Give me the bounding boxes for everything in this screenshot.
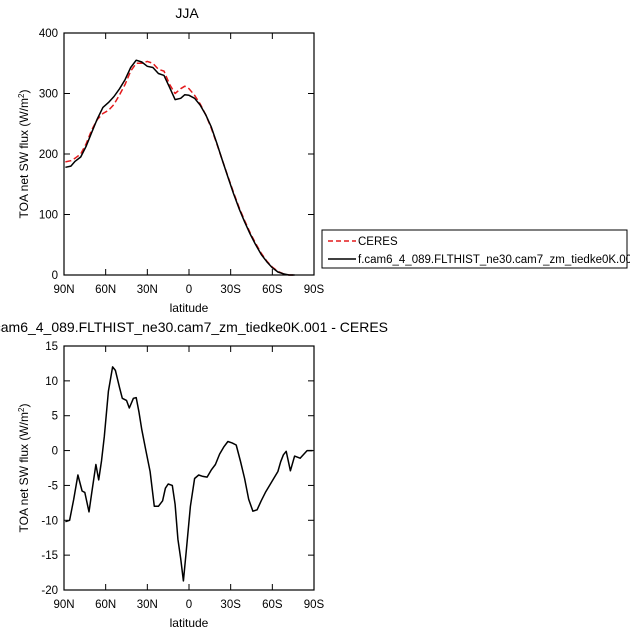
top-y-tick-label: 100 [39, 210, 58, 222]
top-y-tick-label: 300 [39, 89, 58, 101]
top-y-tick-label: 0 [52, 270, 58, 282]
bottom-panel: f.cam6_4_089.FLTHIST_ne30.cam7_zm_tiedke… [0, 319, 388, 630]
top-x-tick-label: 60N [95, 284, 116, 296]
top-x-tick-label: 90N [53, 284, 74, 296]
top-chart-title: JJA [175, 5, 199, 21]
bottom-series-line-0 [65, 366, 313, 582]
legend-box [321, 229, 628, 269]
bottom-y-tick-label: -10 [41, 515, 58, 527]
bottom-y-tick-label: -20 [41, 585, 58, 597]
bottom-y-tick-label: -5 [48, 480, 58, 492]
top-x-tick-label: 90S [304, 284, 325, 296]
top-x-tick-label: 30N [137, 284, 158, 296]
bottom-y-tick-label: 0 [52, 446, 58, 458]
top-x-tick-label: 60S [262, 284, 283, 296]
bottom-y-tick-label: -15 [41, 550, 58, 562]
bottom-x-tick-label: 90N [53, 599, 74, 611]
bottom-y-axis: -20 -15 -10 -5 0 5 10 15 [41, 341, 314, 597]
bottom-x-tick-label: 30N [137, 599, 158, 611]
top-plot-frame [63, 32, 315, 276]
legend-label-ceres: CERES [358, 236, 398, 248]
top-y-tick-label: 200 [39, 149, 58, 161]
bottom-y-tick-label: 10 [45, 376, 58, 388]
bottom-x-tick-label: 30S [220, 599, 241, 611]
top-y-axis-label: TOA net SW flux (W/m2) [17, 90, 31, 219]
bottom-x-axis: 90N 60N 30N 0 30S 60S 90S [53, 346, 325, 611]
legend-label-model: f.cam6_4_089.FLTHIST_ne30.cam7_zm_tiedke… [358, 254, 630, 266]
bottom-plot-area [65, 366, 313, 582]
bottom-y-tick-label: 15 [45, 341, 58, 353]
top-x-axis-label: latitude [170, 301, 209, 315]
top-y-axis: 0 100 200 300 400 [39, 28, 314, 282]
top-plot-area [65, 59, 295, 276]
legend: CERES f.cam6_4_089.FLTHIST_ne30.cam7_zm_… [321, 229, 630, 269]
top-x-tick-label: 30S [220, 284, 241, 296]
top-x-axis: 90N 60N 30N 0 30S 60S 90S [53, 33, 325, 296]
bottom-x-tick-label: 90S [304, 599, 325, 611]
bottom-y-axis-label: TOA net SW flux (W/m2) [17, 404, 31, 533]
top-x-tick-label: 0 [186, 284, 192, 296]
bottom-y-tick-label: 5 [52, 411, 58, 423]
top-series-line-0 [65, 60, 295, 276]
bottom-plot-frame [63, 345, 315, 591]
bottom-chart-title: f.cam6_4_089.FLTHIST_ne30.cam7_zm_tiedke… [0, 319, 388, 335]
top-series-line-1 [65, 59, 295, 276]
bottom-x-axis-label: latitude [170, 616, 209, 630]
bottom-x-tick-label: 60N [95, 599, 116, 611]
top-y-tick-label: 400 [39, 28, 58, 40]
bottom-x-tick-label: 0 [186, 599, 192, 611]
bottom-x-tick-label: 60S [262, 599, 283, 611]
top-panel: JJA 0 100 200 300 400 90N 60N 30N 0 30S 60S 90S la… [17, 5, 325, 315]
